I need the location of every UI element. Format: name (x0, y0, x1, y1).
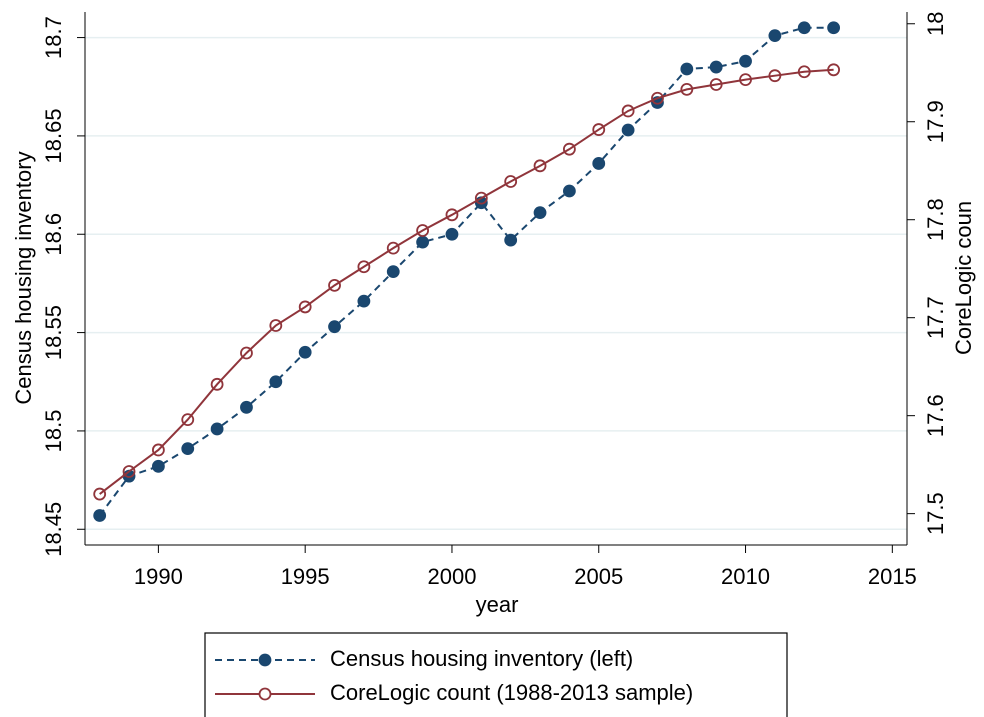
point (416, 235, 430, 249)
point (533, 206, 547, 220)
point (328, 320, 341, 334)
point (386, 241, 400, 255)
point (709, 60, 723, 74)
y-tick-label: 18.6 (41, 213, 66, 256)
point (621, 104, 635, 118)
y-axis-title: Census housing inventory (11, 151, 36, 404)
point (827, 21, 841, 35)
y2-axis-title: CoreLogic coun (951, 201, 976, 355)
point (298, 345, 312, 359)
x-tick-label: 2000 (427, 564, 476, 589)
y-tick-label: 18.7 (41, 16, 66, 59)
point (592, 157, 606, 170)
y2-tick-label: 17.6 (923, 394, 948, 437)
point (357, 294, 371, 308)
y2-tick-label: 17.9 (923, 100, 948, 143)
y2-tick-label: 17.8 (923, 198, 948, 241)
point (386, 265, 400, 279)
point (269, 319, 283, 332)
point (181, 413, 195, 426)
x-tick-label: 2005 (574, 564, 623, 589)
point (240, 346, 253, 360)
point (504, 233, 518, 247)
y2-tick-label: 18 (923, 12, 948, 36)
point (709, 78, 723, 91)
point (739, 73, 752, 87)
point (357, 260, 371, 274)
point (416, 224, 430, 237)
legend-marker (258, 653, 272, 667)
point (797, 65, 811, 79)
point (533, 159, 547, 173)
x-tick-label: 1990 (134, 564, 183, 589)
point (93, 487, 107, 501)
y-tick-label: 18.65 (41, 108, 66, 163)
point (680, 62, 694, 76)
point (739, 54, 752, 68)
legend-marker (258, 687, 272, 701)
y-tick-label: 18.45 (41, 502, 66, 557)
point (328, 278, 341, 292)
point (298, 300, 312, 314)
point (445, 227, 459, 241)
point (93, 509, 107, 522)
point (827, 63, 841, 77)
point (474, 191, 488, 205)
point (269, 375, 283, 389)
point (240, 400, 253, 414)
x-axis-title: year (476, 592, 519, 617)
y2-tick-label: 17.5 (923, 492, 948, 535)
point (562, 184, 576, 198)
y-tick-label: 18.55 (41, 305, 66, 360)
point (445, 208, 459, 222)
point (797, 21, 811, 35)
point (768, 69, 782, 83)
point (210, 422, 224, 436)
legend-label: Census housing inventory (left) (330, 646, 633, 671)
y-tick-label: 18.5 (41, 410, 66, 453)
point (210, 377, 224, 391)
series-line (98, 26, 834, 517)
y2-tick-label: 17.7 (923, 296, 948, 339)
point (680, 83, 694, 96)
point (592, 123, 606, 136)
point (181, 442, 195, 456)
legend-box (204, 632, 788, 717)
x-tick-label: 2015 (868, 564, 917, 589)
point (151, 443, 165, 457)
x-tick-label: 1995 (281, 564, 330, 589)
point (562, 142, 576, 156)
point (651, 91, 664, 105)
point (504, 175, 518, 188)
point (768, 29, 782, 43)
point (122, 465, 136, 478)
x-tick-label: 2010 (721, 564, 770, 589)
point (151, 459, 165, 473)
legend-label: CoreLogic count (1988-2013 sample) (330, 680, 693, 705)
point (621, 123, 635, 137)
